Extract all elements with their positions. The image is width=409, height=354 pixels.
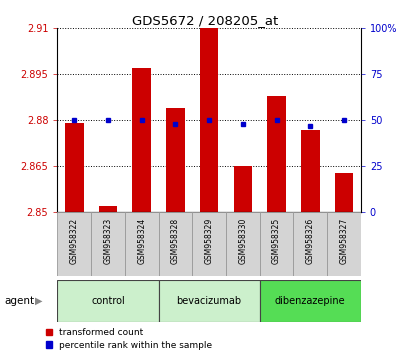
- Bar: [91, 212, 124, 276]
- Bar: [199, 28, 218, 212]
- Text: GSM958329: GSM958329: [204, 217, 213, 264]
- Bar: [132, 68, 151, 212]
- Text: GDS5672 / 208205_at: GDS5672 / 208205_at: [132, 14, 277, 27]
- Bar: [166, 108, 184, 212]
- Text: bevacizumab: bevacizumab: [176, 296, 241, 306]
- Text: GSM958322: GSM958322: [70, 217, 79, 264]
- Text: GSM958330: GSM958330: [238, 217, 247, 264]
- Bar: [225, 212, 259, 276]
- Bar: [192, 212, 225, 276]
- Bar: [158, 212, 192, 276]
- Text: GSM958323: GSM958323: [103, 217, 112, 264]
- Text: GSM958328: GSM958328: [171, 217, 180, 264]
- Bar: [57, 280, 158, 322]
- Bar: [233, 166, 252, 212]
- Bar: [259, 280, 360, 322]
- Bar: [267, 96, 285, 212]
- Bar: [65, 124, 83, 212]
- Legend: transformed count, percentile rank within the sample: transformed count, percentile rank withi…: [45, 329, 212, 350]
- Bar: [124, 212, 158, 276]
- Text: control: control: [91, 296, 124, 306]
- Text: GSM958327: GSM958327: [339, 217, 348, 264]
- Bar: [300, 130, 319, 212]
- Text: GSM958326: GSM958326: [305, 217, 314, 264]
- Bar: [334, 172, 353, 212]
- Bar: [99, 206, 117, 212]
- Bar: [158, 280, 259, 322]
- Text: GSM958325: GSM958325: [271, 217, 280, 264]
- Bar: [259, 212, 293, 276]
- Bar: [293, 212, 326, 276]
- Text: ▶: ▶: [35, 296, 42, 306]
- Text: GSM958324: GSM958324: [137, 217, 146, 264]
- Bar: [326, 212, 360, 276]
- Bar: [57, 212, 91, 276]
- Text: agent: agent: [4, 296, 34, 306]
- Text: dibenzazepine: dibenzazepine: [274, 296, 345, 306]
